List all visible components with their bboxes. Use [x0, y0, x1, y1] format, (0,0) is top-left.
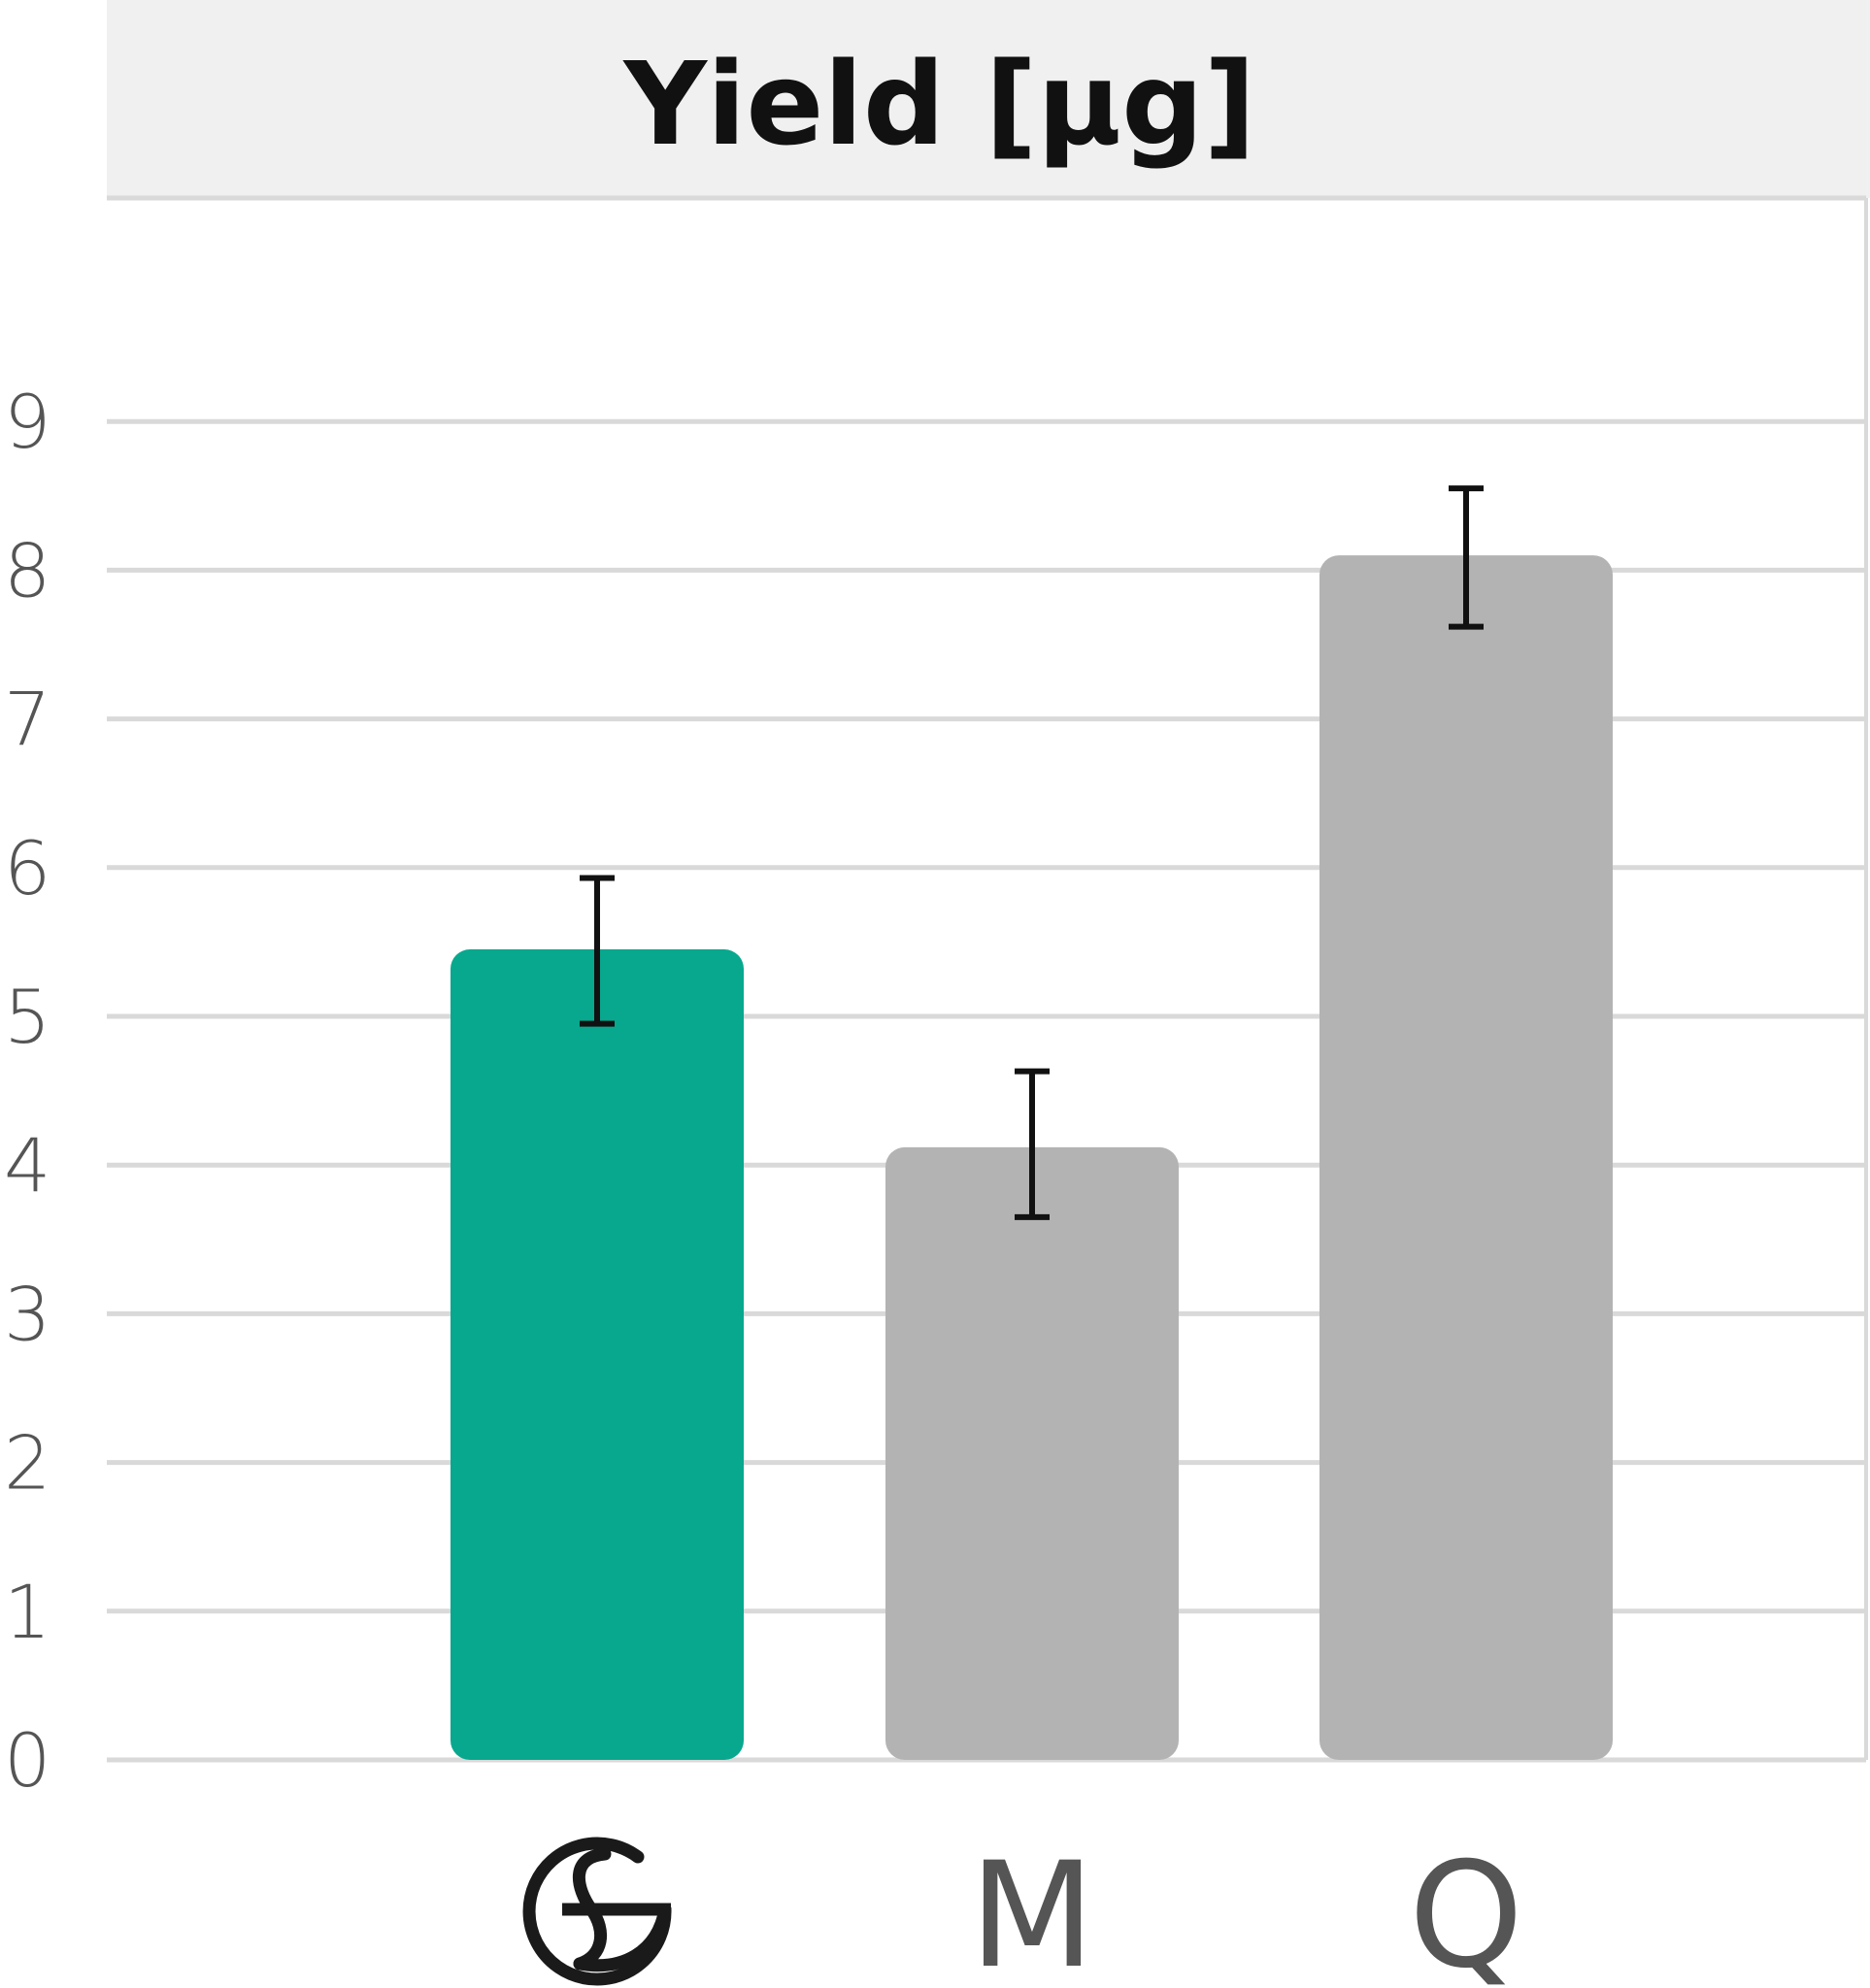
y-tick-label: 8: [4, 527, 50, 613]
error-bars: [580, 485, 1484, 1220]
error-bar: [1015, 1068, 1050, 1220]
error-bar: [1449, 485, 1484, 630]
chart-title: Yield [µg]: [621, 37, 1255, 171]
y-tick-label: 3: [4, 1271, 50, 1357]
bar-M: [885, 1146, 1179, 1760]
y-tick-label: 1: [4, 1569, 50, 1655]
bars: [451, 555, 1613, 1760]
y-tick-label: 5: [4, 974, 50, 1060]
x-tick-label-Q: Q: [1409, 1832, 1523, 1988]
bar-Q: [1319, 555, 1613, 1760]
y-tick-label: 4: [4, 1122, 50, 1209]
y-tick-label: 7: [4, 677, 50, 763]
y-axis-ticks: 0 1 2 3 4 5 6 7 8 9: [4, 379, 50, 1804]
logo-outer-arc: [522, 1837, 672, 1986]
error-bar: [580, 875, 615, 1027]
brand-logo-icon: [522, 1837, 672, 1986]
bar-logo: [451, 949, 744, 1760]
logo-lower-arc: [573, 1903, 672, 1972]
y-tick-label: 9: [4, 379, 50, 465]
x-tick-label-M: M: [969, 1832, 1094, 1988]
y-tick-label: 6: [4, 825, 50, 911]
title-band: [107, 0, 1870, 198]
y-tick-label: 0: [4, 1717, 50, 1804]
logo-inner-curve: [573, 1847, 612, 1971]
y-tick-label: 2: [4, 1420, 50, 1507]
